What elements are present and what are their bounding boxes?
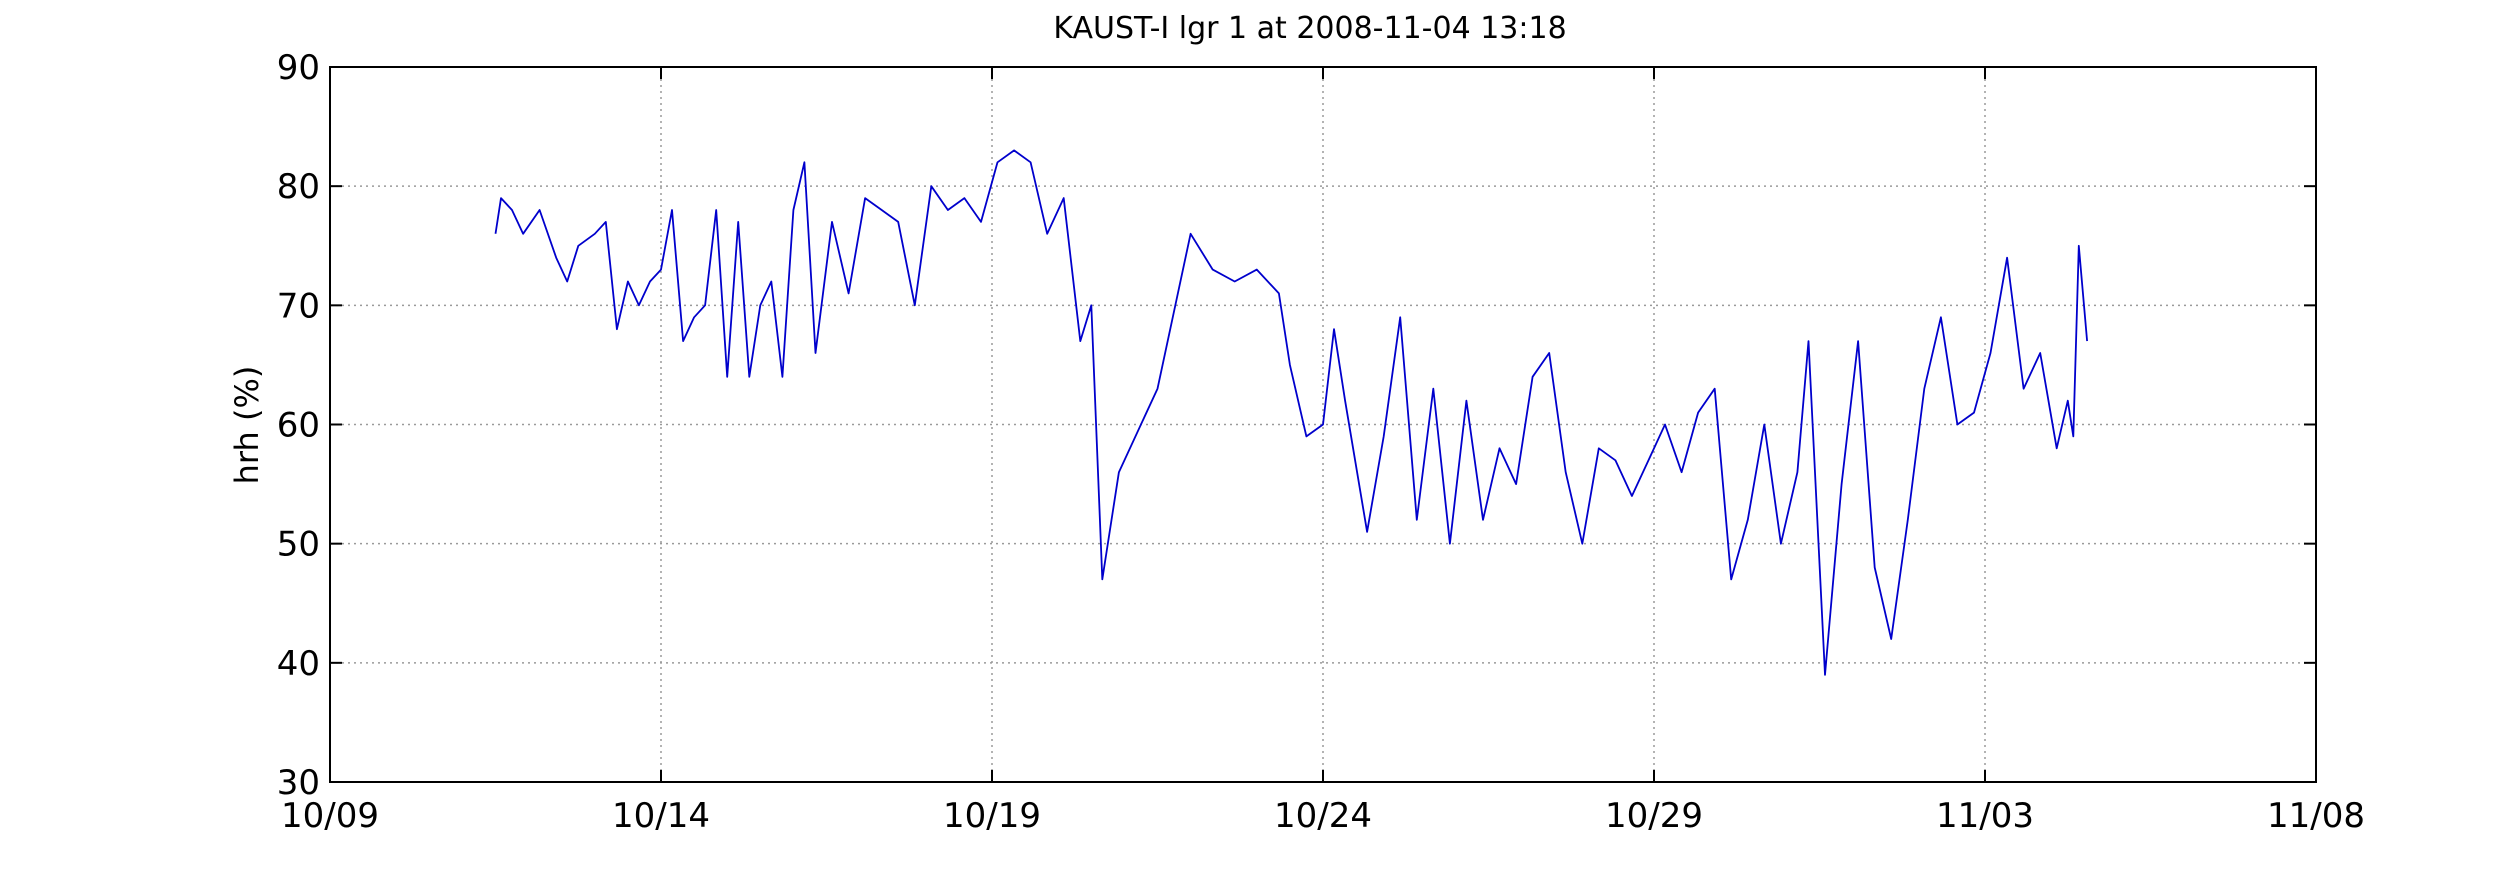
y-axis: 30 40 50 60 70 80 90 [277,48,2316,803]
x-tick-label: 11/03 [1936,796,2034,836]
y-tick-label: 70 [277,286,320,326]
y-tick-label: 90 [277,48,320,88]
y-tick-label: 60 [277,406,320,446]
x-tick-label: 10/09 [281,796,379,836]
series-layer [494,149,2088,676]
y-tick-label: 80 [277,167,320,207]
y-tick-label: 50 [277,525,320,565]
x-tick-label: 10/29 [1605,796,1703,836]
x-axis: 10/09 10/14 10/19 10/24 10/29 11/03 11/08 [281,67,2365,836]
y-axis-label: hrh (%) [228,366,266,485]
series-line [494,149,2088,676]
x-tick-label: 10/19 [943,796,1041,836]
y-tick-label: 40 [277,644,320,684]
plot-area [329,66,2317,783]
x-tick-label: 10/24 [1274,796,1372,836]
y-tick-label: 30 [277,763,320,803]
chart-title: KAUST-I lgr 1 at 2008-11-04 13:18 [1053,11,1566,46]
grid-lines [330,67,2316,782]
x-tick-label: 10/14 [612,796,710,836]
x-tick-label: 11/08 [2267,796,2365,836]
